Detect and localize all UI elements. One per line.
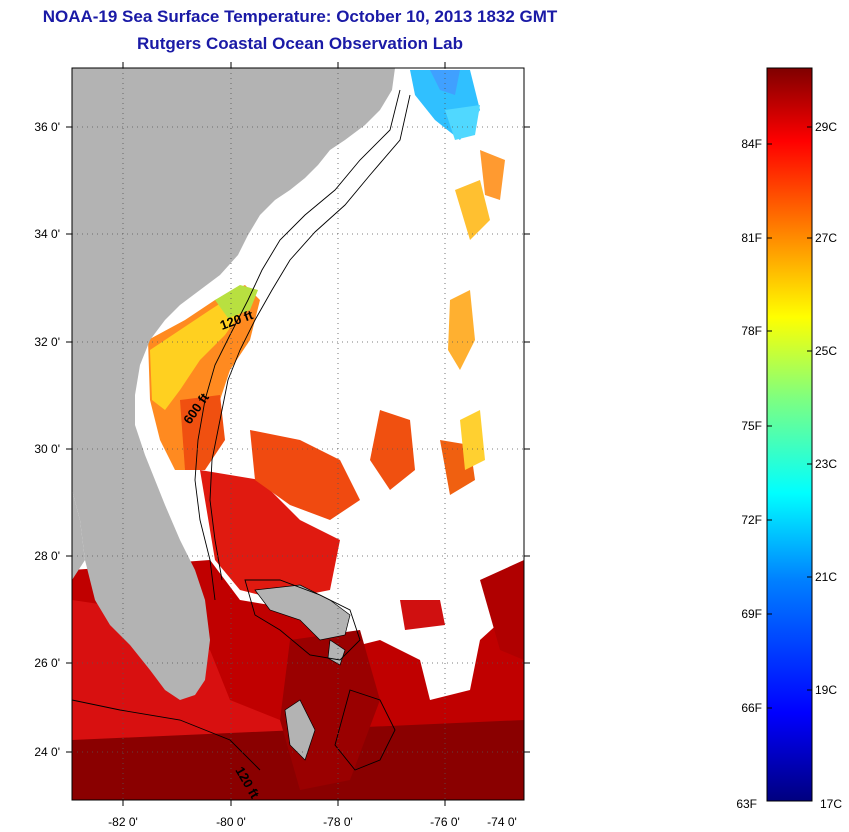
land-mass xyxy=(72,68,395,700)
lat-tick-label: 26 0' xyxy=(34,656,60,670)
colorbar-c-label: 17C xyxy=(820,797,842,811)
lat-tick-label: 36 0' xyxy=(34,120,60,134)
lat-tick-label: 34 0' xyxy=(34,227,60,241)
map-frame xyxy=(71,67,525,801)
colorbar-c-label: 25C xyxy=(815,344,837,358)
lon-tick-label: -82 0' xyxy=(108,815,138,829)
lat-tick-label: 30 0' xyxy=(34,442,60,456)
colorbar-f-label: 81F xyxy=(741,231,762,245)
axis-ticks xyxy=(66,62,530,806)
lat-tick-label: 32 0' xyxy=(34,335,60,349)
colorbar-f-label: 84F xyxy=(741,137,762,151)
colorbar-ticks xyxy=(767,126,812,709)
colorbar-c-label: 23C xyxy=(815,457,837,471)
lon-tick-label: -74 0' xyxy=(487,815,517,829)
lon-tick-label: -76 0' xyxy=(430,815,460,829)
colorbar-c-label: 29C xyxy=(815,120,837,134)
page-title: NOAA-19 Sea Surface Temperature: October… xyxy=(42,7,558,26)
colorbar-f-label: 78F xyxy=(741,324,762,338)
colorbar-f-label: 66F xyxy=(741,701,762,715)
colorbar-f-label: 63F xyxy=(736,797,757,811)
depth-contours xyxy=(72,89,411,771)
colorbar xyxy=(766,67,813,802)
colorbar-f-label: 75F xyxy=(741,419,762,433)
lat-tick-label: 24 0' xyxy=(34,745,60,759)
colorbar-f-label: 72F xyxy=(741,513,762,527)
lon-tick-label: -78 0' xyxy=(323,815,353,829)
lon-tick-label: -80 0' xyxy=(216,815,246,829)
colorbar-c-label: 27C xyxy=(815,231,837,245)
colorbar-c-label: 21C xyxy=(815,570,837,584)
colorbar-f-label: 69F xyxy=(741,607,762,621)
lat-tick-label: 28 0' xyxy=(34,549,60,563)
map-grid xyxy=(72,68,524,800)
map-area: 120 ft 600 ft 120 ft xyxy=(72,68,524,800)
colorbar-c-label: 19C xyxy=(815,683,837,697)
page-subtitle: Rutgers Coastal Ocean Observation Lab xyxy=(137,34,463,53)
